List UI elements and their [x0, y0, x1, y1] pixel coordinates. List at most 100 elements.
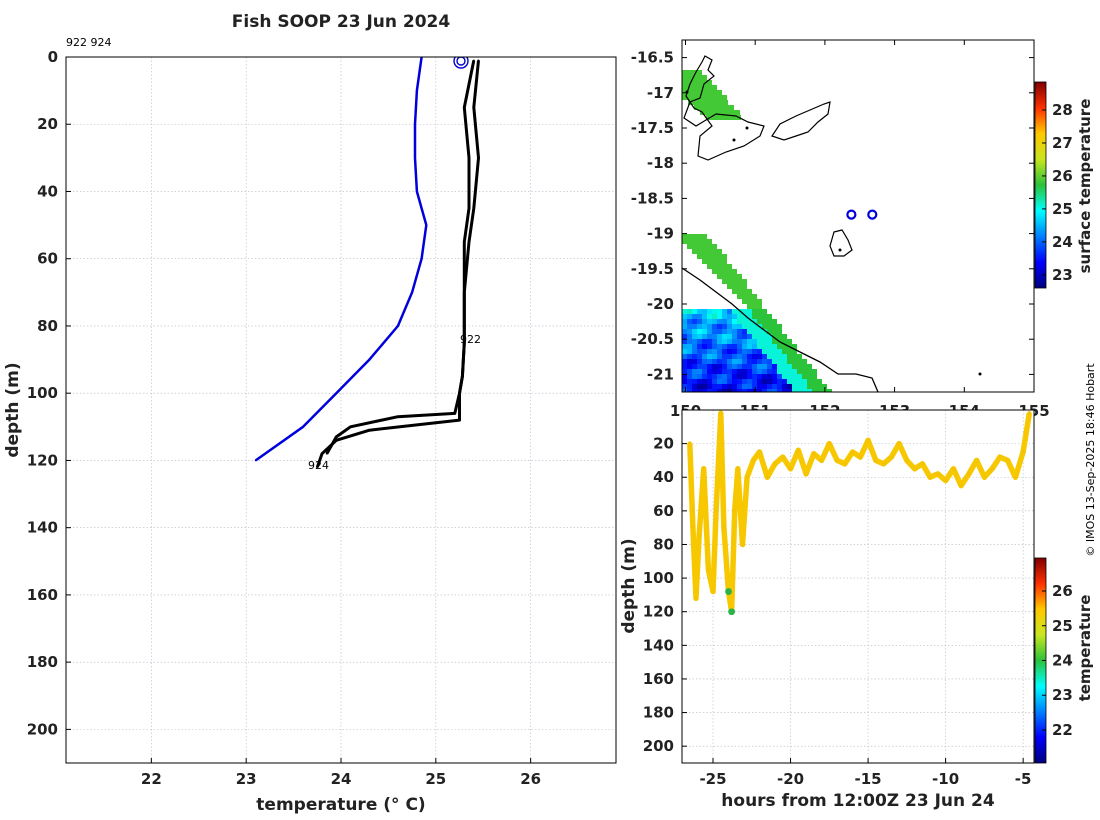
time-depth-track-point [718, 411, 723, 416]
sst-cell [694, 105, 699, 110]
sst-cell [772, 334, 777, 339]
sst-cell [767, 389, 772, 392]
profile-x-tick-label: 23 [236, 770, 257, 788]
profile-series-point [458, 419, 461, 421]
sst-cell [757, 329, 762, 334]
sst-cell [762, 349, 767, 354]
sst-cell [757, 309, 762, 314]
sst-cell [692, 334, 697, 339]
sst-cell [717, 314, 722, 319]
sst-cell [777, 384, 782, 389]
sst-cell [732, 314, 737, 319]
sst-cell [707, 354, 712, 359]
reef-dot-1 [732, 138, 736, 142]
time-depth-track-point [1005, 458, 1010, 463]
time-depth-track [687, 410, 1033, 616]
sst-cell [742, 384, 747, 389]
sst-cell [772, 329, 777, 334]
sst-cell [722, 95, 727, 100]
time-depth-track-point [772, 461, 778, 466]
sst-cell [702, 75, 707, 80]
sst-cell [735, 110, 740, 115]
time-depth-track-point [966, 471, 972, 477]
sst-cell [692, 249, 697, 254]
profile-y-tick-label: 0 [48, 48, 58, 66]
sst-cell [697, 239, 702, 244]
sst-cell [707, 339, 712, 344]
sst-cell [742, 324, 747, 329]
sst-cell [757, 304, 762, 309]
sst-cell [817, 389, 822, 392]
sst-cell [737, 344, 742, 349]
sst-cell [747, 329, 752, 334]
time-depth-y-tick-label: 140 [643, 636, 674, 654]
sst-cell [682, 70, 687, 75]
sst-cell [693, 100, 698, 105]
sst-cell [707, 249, 712, 254]
sst-cell [717, 95, 722, 100]
sst-cell [707, 329, 712, 334]
sst-cell [787, 379, 792, 384]
figure-title: Fish SOOP 23 Jun 2024 [232, 12, 451, 32]
sst-cell [722, 354, 727, 359]
sst-cell [702, 95, 707, 100]
time-depth-track-point [982, 475, 987, 480]
reef-dot-2 [745, 126, 749, 130]
sst-cell [702, 364, 707, 369]
sst-cell [772, 354, 777, 359]
profile-series-point [463, 291, 466, 294]
sst-cell [727, 314, 732, 319]
sst-cell [722, 314, 727, 319]
sst-cell [782, 354, 787, 359]
sst-cell [702, 389, 707, 392]
sst-cell [737, 379, 742, 384]
sst-cell [752, 369, 757, 374]
sst-cell [714, 105, 719, 110]
sst-cell [711, 115, 716, 120]
sst-cell [752, 379, 757, 384]
sst-cell [722, 359, 727, 364]
sst-cell [713, 100, 718, 105]
profile-y-tick-label: 60 [37, 250, 58, 268]
sst-cell [777, 324, 782, 329]
profile-y-tick-label: 80 [37, 317, 58, 335]
sst-cell [687, 80, 692, 85]
sst-cell [762, 369, 767, 374]
profile-series-point [411, 291, 414, 294]
map-profile-marker [867, 209, 878, 220]
profile-series-point [396, 325, 399, 327]
profile-ticks: 22 23 24 25 26 0 20 40 60 80 100 120 140 160 180 200 [27, 48, 541, 788]
sst-cell [762, 314, 767, 319]
sst-cell [710, 110, 715, 115]
sst-cell [787, 384, 792, 389]
sst-cell [727, 389, 732, 392]
profile-series-point [335, 392, 338, 395]
profile-y-tick-label: 160 [27, 586, 58, 604]
sst-cell [772, 389, 777, 392]
sst-cell [712, 314, 717, 319]
sst-cell [727, 264, 732, 269]
sst-cell [767, 369, 772, 374]
sst-cell [712, 254, 717, 259]
sst-cell [792, 349, 797, 354]
sst-cell [757, 374, 762, 379]
sst-cell [722, 374, 727, 379]
sst-cell [737, 349, 742, 354]
profile-series-point [302, 425, 304, 428]
map-y-tick-label: -17 [647, 84, 674, 102]
sst-cell [705, 110, 710, 115]
sst-cell [722, 259, 727, 264]
sst-cell [767, 319, 772, 324]
sst-cell [742, 349, 747, 354]
sst-cell [702, 339, 707, 344]
sst-cell [762, 344, 767, 349]
sst-cell [762, 374, 767, 379]
sst-cell [687, 234, 692, 239]
time-depth-track-point [1013, 475, 1018, 480]
sst-cell [792, 344, 797, 349]
sst-cell [717, 369, 722, 374]
sst-cell [742, 314, 747, 319]
sst-cell [682, 369, 687, 374]
sst-cell [722, 349, 727, 354]
sst-cell [698, 100, 703, 105]
